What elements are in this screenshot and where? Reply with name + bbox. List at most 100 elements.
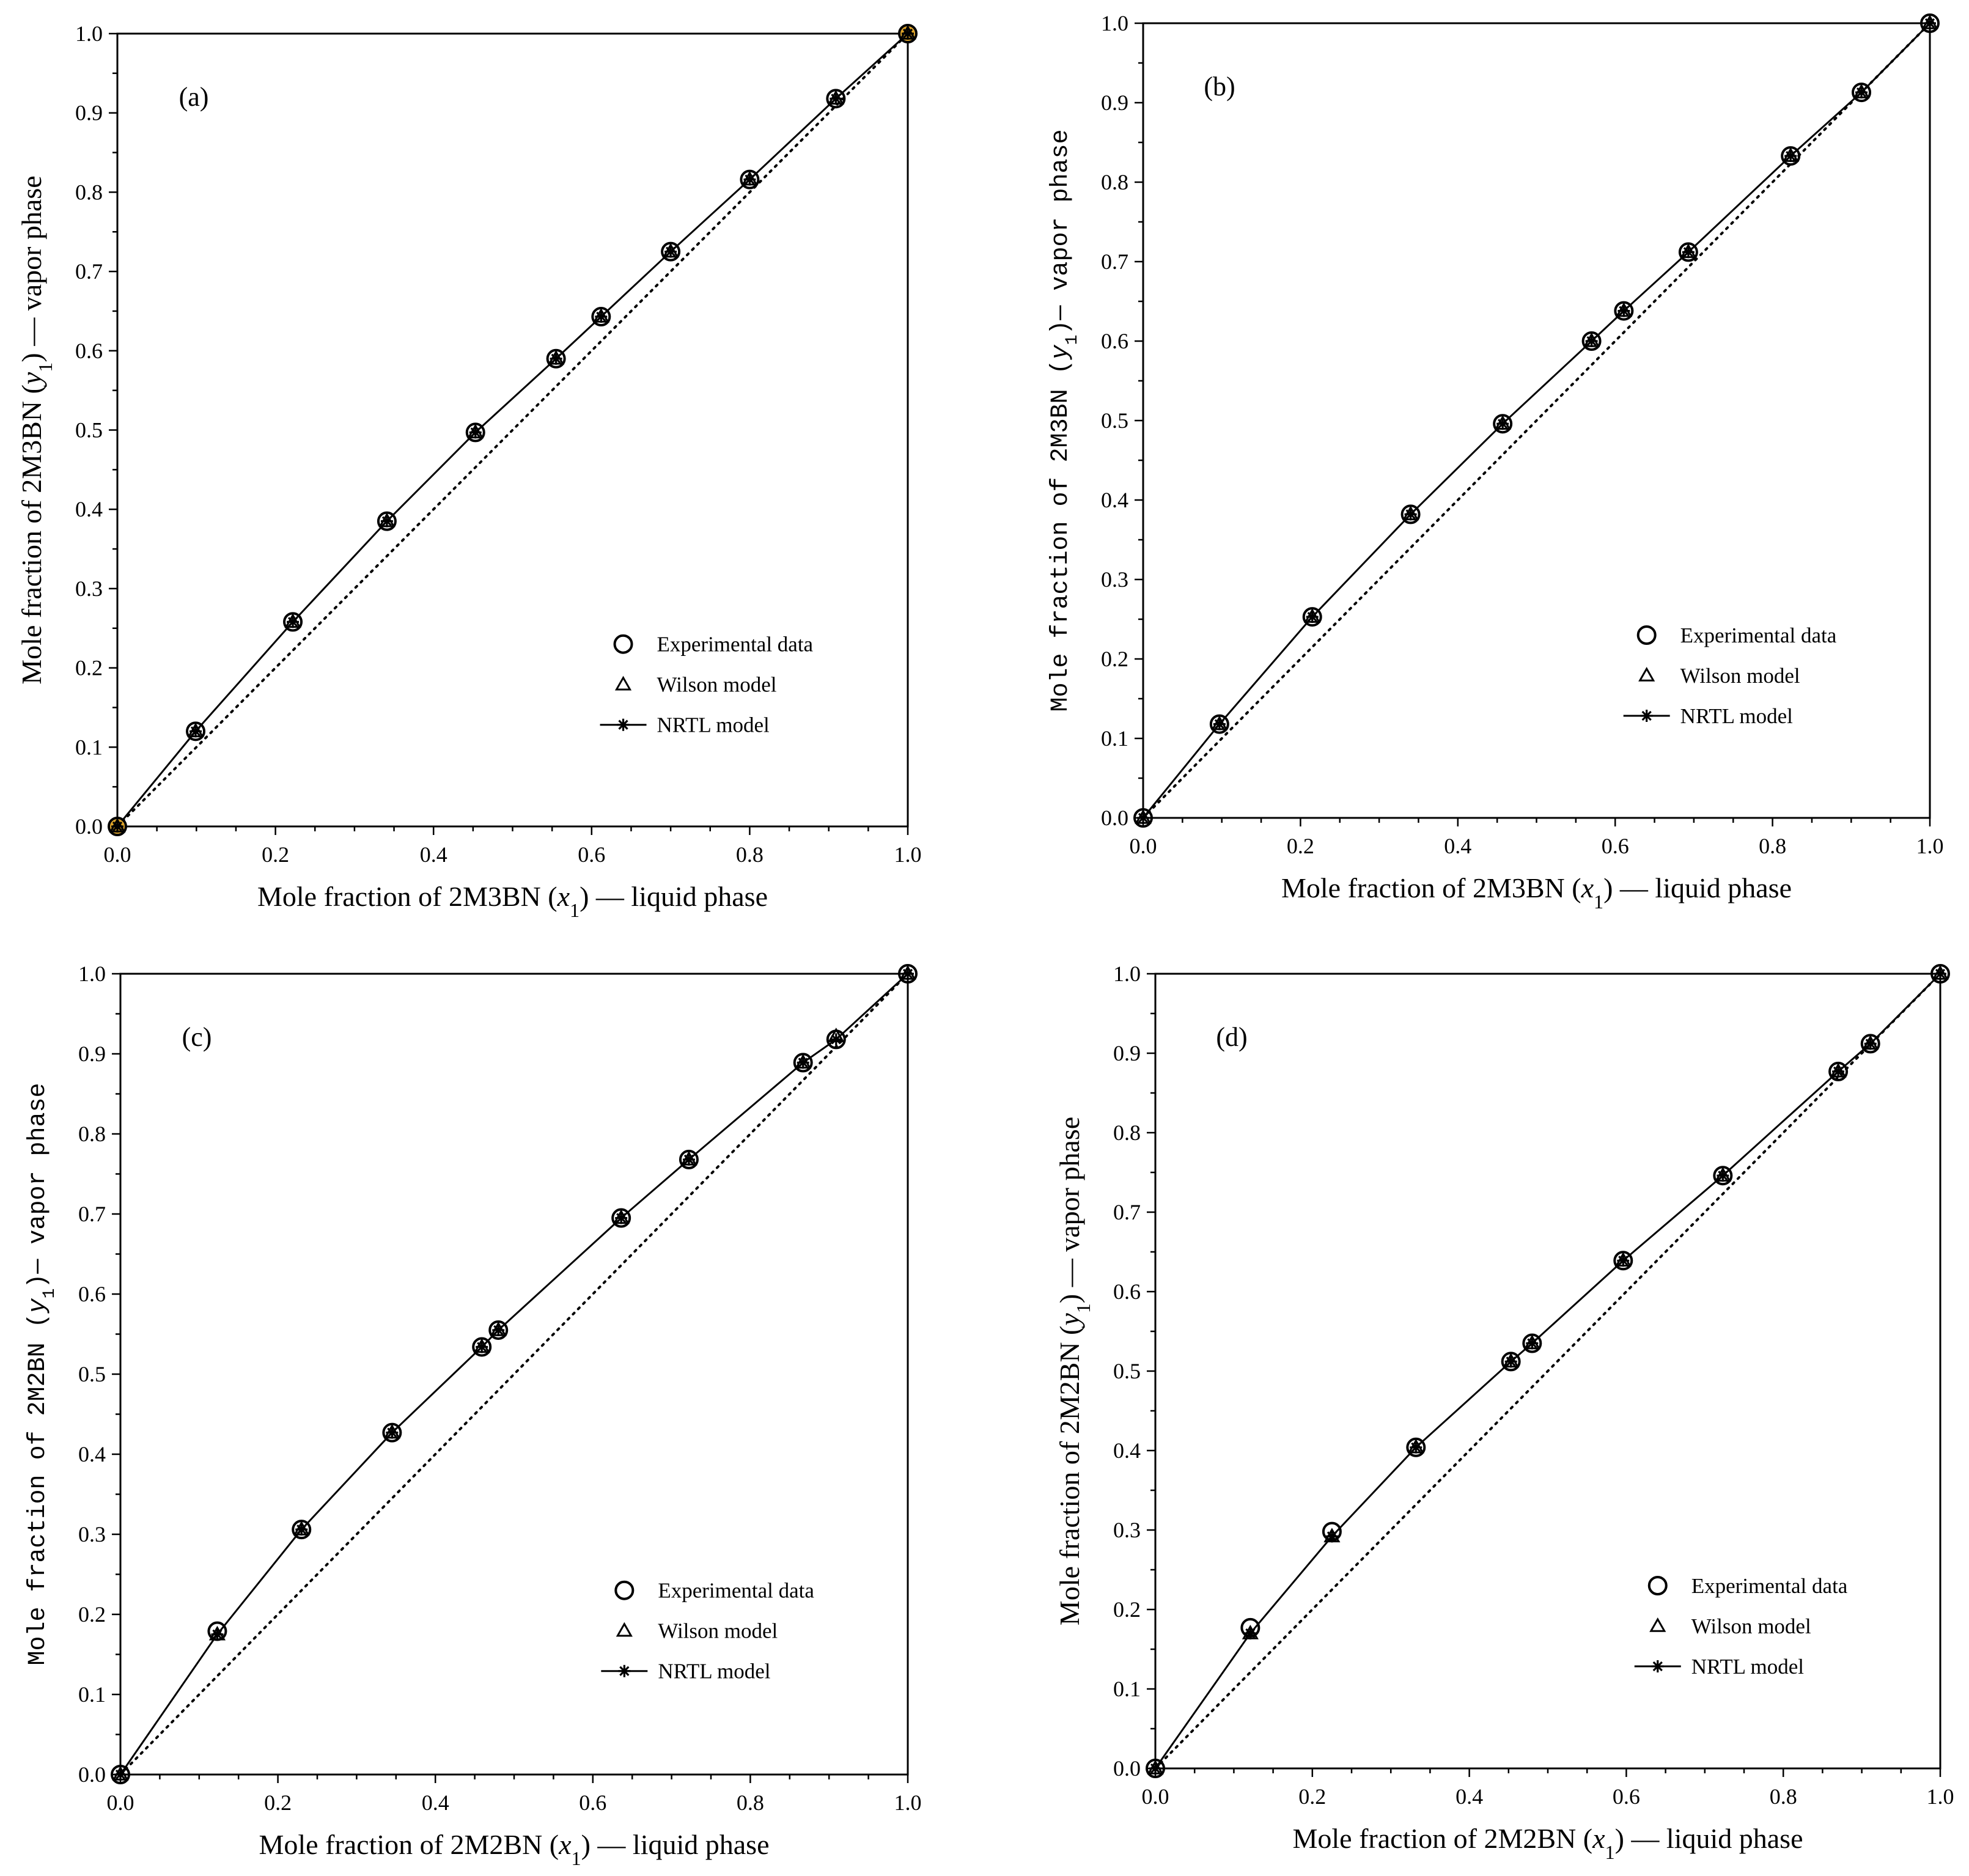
y-axis-title-sub: 1 <box>1063 335 1082 345</box>
x-axis-title-suffix: ) — liquid phase <box>1615 1823 1803 1854</box>
y-tick-label: 0.4 <box>1113 1438 1141 1463</box>
y-tick-label: 0.7 <box>78 1202 106 1226</box>
nrtl-point <box>682 1153 695 1166</box>
panel-a: 0.0 0.2 0.4 0.6 0.8 1.0 0.0 0.1 0.2 0.3 0.4 0.5 0.6 0… <box>16 21 922 921</box>
x-tick-label: 1.0 <box>894 842 922 867</box>
x-tick-label: 0.8 <box>737 1790 764 1815</box>
y-tick-label: 1.0 <box>75 21 103 46</box>
nrtl-point <box>1855 86 1868 99</box>
y-tick-label: 0.6 <box>75 339 103 363</box>
x-axis-title-sub: 1 <box>1594 891 1603 913</box>
legend-label: Wilson model <box>657 673 777 697</box>
nrtl-point <box>1325 1530 1338 1543</box>
nrtl-point <box>1618 304 1630 317</box>
y-tick-label: 0.0 <box>1101 806 1128 830</box>
legend-circle-icon <box>613 634 633 654</box>
x-axis-title: Mole fraction of 2M2BN (x1) — liquid pha… <box>259 1829 770 1869</box>
legend-label: Wilson model <box>658 1619 778 1643</box>
x-tick-label: 0.8 <box>1759 834 1786 858</box>
legend-circle-icon <box>614 1580 635 1600</box>
y-tick-label: 0.0 <box>75 814 103 839</box>
legend-label: Experimental data <box>1680 623 1837 647</box>
nrtl-point <box>211 1628 224 1641</box>
x-tick-label: 0.0 <box>1130 834 1157 858</box>
legend: Experimental data Wilson model NRTL model <box>601 1579 814 1683</box>
x-axis-title: Mole fraction of 2M2BN (x1) — liquid pha… <box>1293 1823 1803 1863</box>
y-tick-label: 0.5 <box>1101 408 1128 433</box>
y-axis-title: Mole fraction of 2M3BN (y1) — vapor phas… <box>16 175 56 684</box>
x-axis-title-var: x <box>557 881 570 912</box>
panel-label: (d) <box>1216 1022 1247 1052</box>
y-tick-label: 0.0 <box>1113 1756 1141 1781</box>
x-axis-title-sub: 1 <box>570 899 580 921</box>
y-tick-label: 0.7 <box>75 259 103 284</box>
x-tick-label: 0.0 <box>104 842 131 867</box>
legend-asterisk-icon <box>618 1664 631 1677</box>
x-tick-label: 0.0 <box>107 1790 134 1815</box>
y-axis-title-sub: 1 <box>1072 1303 1094 1313</box>
x-axis-title-suffix: ) — liquid phase <box>1603 872 1792 903</box>
y-tick-label: 0.8 <box>78 1122 106 1146</box>
nrtl-point <box>830 1033 842 1046</box>
panel-c: 0.0 0.2 0.4 0.6 0.8 1.0 0.0 0.1 0.2 0.3 0.4 0.5 0.6 0… <box>24 962 922 1869</box>
x-tick-label: 1.0 <box>1927 1784 1954 1809</box>
x-tick-label: 0.6 <box>1602 834 1629 858</box>
nrtl-point <box>1244 1627 1257 1639</box>
nrtl-point <box>1410 1441 1422 1454</box>
x-tick-label: 0.8 <box>1770 1784 1797 1809</box>
legend-asterisk-icon <box>1651 1660 1664 1672</box>
nrtl-point <box>492 1323 505 1336</box>
nrtl-point <box>1213 718 1226 730</box>
x-axis-title-sub: 1 <box>1605 1841 1615 1863</box>
y-axis-title-sub: 1 <box>40 1289 59 1299</box>
panel-label: (a) <box>179 82 209 112</box>
legend-triangle-icon <box>1638 666 1655 682</box>
nrtl-point <box>1617 1254 1630 1267</box>
diagonal-line <box>1142 22 1931 819</box>
y-axis-title-prefix: Mole fraction of 2M3BN ( <box>1047 359 1075 712</box>
x-tick-label: 0.4 <box>1456 1784 1483 1809</box>
panel-d: 0.0 0.2 0.4 0.6 0.8 1.0 0.0 0.1 0.2 0.3 0.4 0.5 0.6 0… <box>1054 962 1954 1863</box>
y-tick-label: 0.5 <box>1113 1359 1141 1383</box>
nrtl-point <box>1496 418 1509 430</box>
y-tick-label: 0.4 <box>78 1442 106 1466</box>
y-tick-label: 0.1 <box>75 735 103 759</box>
diagonal-line <box>119 973 909 1776</box>
x-tick-label: 0.6 <box>579 1790 606 1815</box>
nrtl-point <box>902 968 914 980</box>
y-tick-label: 0.7 <box>1101 249 1128 274</box>
legend-label: Experimental data <box>657 633 814 657</box>
nrtl-point <box>550 352 562 365</box>
nrtl-point <box>1717 1169 1729 1182</box>
legend-asterisk-icon <box>1640 710 1653 722</box>
nrtl-point <box>1585 335 1598 347</box>
y-tick-label: 1.0 <box>1113 962 1141 986</box>
x-axis-title-suffix: ) — liquid phase <box>581 1829 770 1860</box>
nrtl-point <box>902 28 914 40</box>
y-axis-title: Mole fraction of 2M3BN (y1)— vapor phase <box>1047 130 1082 712</box>
panel-b: 0.0 0.2 0.4 0.6 0.8 1.0 0.0 0.1 0.2 0.3 0.4 0.5 0.6 0… <box>1047 11 1944 913</box>
nrtl-point <box>1682 246 1695 259</box>
y-tick-label: 0.1 <box>1113 1677 1141 1701</box>
diagonal-line <box>116 32 909 828</box>
y-axis-title-suffix: )— vapor phase <box>1047 130 1075 335</box>
y-tick-label: 0.3 <box>1101 567 1128 592</box>
y-tick-label: 0.5 <box>75 418 103 443</box>
y-tick-label: 0.9 <box>75 101 103 125</box>
nrtl-point <box>595 311 608 323</box>
legend-label: Experimental data <box>1691 1574 1848 1598</box>
nrtl-point <box>1306 611 1319 623</box>
nrtl-point <box>1784 150 1797 163</box>
legend-circle-icon <box>1647 1576 1668 1595</box>
y-tick-label: 0.2 <box>75 656 103 680</box>
y-axis-title-prefix: Mole fraction of 2M2BN ( <box>24 1313 52 1665</box>
x-axis-title-prefix: Mole fraction of 2M2BN ( <box>1293 1823 1593 1854</box>
legend: Experimental data Wilson model NRTL model <box>600 633 814 737</box>
y-tick-label: 0.6 <box>1113 1279 1141 1304</box>
nrtl-point <box>1149 1762 1161 1775</box>
y-tick-label: 0.9 <box>1101 90 1128 115</box>
nrtl-point <box>380 515 393 528</box>
nrtl-point <box>1924 17 1936 29</box>
y-axis-title-suffix: )— vapor phase <box>24 1083 52 1289</box>
